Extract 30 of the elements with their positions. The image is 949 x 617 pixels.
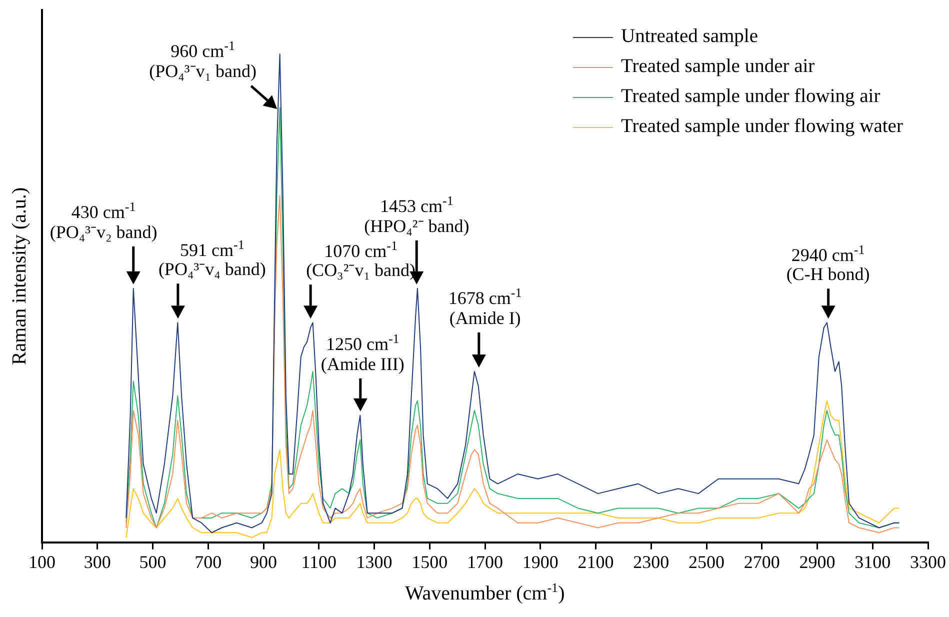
annotation: 1678 cm$^{-1}$ (Amide I) [448,285,522,330]
x-tick-label: 100 [28,552,56,572]
x-axis-title: Wavenumber (cm$^{-1}$) [405,580,565,606]
legend-label: Treated sample under flowing water [621,116,903,138]
y-axis-title: Raman intensity (a.u.) [8,187,30,366]
x-tick-label: 900 [250,552,277,572]
x-tick-label: 2900 [799,552,836,572]
x-tick-label: 700 [194,552,222,572]
legend-label: Untreated sample [621,26,758,48]
annotation: 1453 cm$^{-1}$ (HPO₄²⁻ band) [364,193,470,237]
x-tick-label: 1500 [412,552,448,572]
x-tick-label: 2700 [744,552,780,572]
x-tick-label: 300 [84,552,111,572]
x-tick-label: 2500 [688,552,724,572]
annotation: 430 cm$^{-1}$ (PO₄³⁻v₂ band) [50,199,158,243]
annotation: 1250 cm$^{-1}$ (Amide III) [320,331,404,375]
x-tick-label: 1100 [301,552,337,572]
x-tick-label: 2100 [578,552,614,572]
annotation: 2940 cm$^{-1}$ (C-H bond) [786,242,870,286]
legend-label: Treated sample under flowing air [621,86,880,108]
x-tick-label: 1900 [522,552,558,572]
x-tick-label: 500 [139,552,166,572]
x-tick-label: 3100 [854,552,891,572]
annotation: 591 cm$^{-1}$ (PO₄³⁻v₄ band) [158,236,266,280]
x-tick-label: 1700 [467,552,503,572]
annotation: 960 cm$^{-1}$ (PO₄³⁻v₁ band) [149,38,257,82]
x-tick-label: 1300 [356,552,392,572]
x-tick-label: 2300 [633,552,670,572]
x-tick-label: 3300 [910,552,946,572]
legend-label: Treated sample under air [621,56,815,78]
